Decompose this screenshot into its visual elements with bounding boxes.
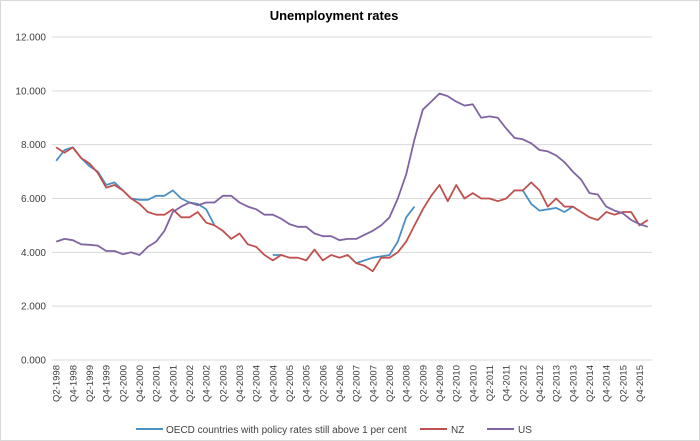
- chart-title: Unemployment rates: [270, 8, 399, 23]
- x-tick-label: Q4-2011: [502, 365, 513, 401]
- x-tick-label: Q4-2004: [268, 365, 279, 402]
- x-tick-label: Q2-2007: [352, 365, 363, 402]
- x-tick-label: Q4-2009: [435, 365, 446, 402]
- x-tick-label: Q2-1999: [85, 365, 96, 402]
- gridlines: [52, 36, 652, 307]
- x-tick-label: Q2-2010: [452, 365, 463, 402]
- x-tick-label: Q4-2010: [468, 365, 479, 402]
- x-tick-label: Q2-2012: [518, 365, 529, 402]
- x-axis-tick-labels: Q2-1998 Q4-1998 Q2-1999 Q4-1999 Q2-2000 Q4-20…: [52, 365, 646, 402]
- x-tick-label: Q2-2001: [152, 365, 163, 402]
- legend-label-us: US: [518, 425, 532, 436]
- y-tick-label: 4.000: [21, 248, 46, 259]
- x-tick-label: Q4-2006: [335, 365, 346, 402]
- series-lines: [55, 92, 649, 273]
- series-line-oecd: [55, 146, 574, 264]
- x-tick-label: Q2-2002: [185, 365, 196, 402]
- y-tick-label: 0.000: [21, 356, 46, 367]
- y-tick-label: 12.000: [15, 33, 46, 44]
- x-tick-label: Q4-1998: [68, 365, 79, 402]
- x-tick-label: Q2-2008: [385, 365, 396, 402]
- y-tick-label: 6.000: [21, 194, 46, 205]
- series-line-us: [55, 92, 649, 256]
- x-tick-label: Q2-2015: [618, 365, 629, 402]
- x-tick-label: Q2-2004: [252, 365, 263, 402]
- y-tick-label: 10.000: [15, 86, 46, 97]
- legend: OECD countries with policy rates still a…: [136, 425, 532, 436]
- x-tick-label: Q2-1998: [52, 365, 63, 402]
- legend-label-oecd: OECD countries with policy rates still a…: [166, 425, 407, 436]
- x-tick-label: Q2-2003: [218, 365, 229, 402]
- x-tick-label: Q4-2013: [568, 365, 579, 402]
- y-tick-label: 2.000: [21, 302, 46, 313]
- x-tick-label: Q4-2007: [368, 365, 379, 402]
- x-tick-label: Q2-2005: [285, 365, 296, 402]
- series-line-nz: [55, 146, 649, 273]
- x-tick-label: Q2-2014: [585, 365, 596, 402]
- x-tick-label: Q2-2000: [118, 365, 129, 402]
- x-tick-label: Q2-2013: [552, 365, 563, 402]
- legend-label-nz: NZ: [451, 425, 464, 436]
- x-tick-label: Q4-2003: [235, 365, 246, 402]
- y-axis-tick-labels: 0.000 2.000 4.000 6.000 8.000 10.000 12.000: [15, 33, 46, 367]
- x-tick-label: Q4-1999: [102, 365, 113, 402]
- x-tick-label: Q2-2009: [418, 365, 429, 402]
- y-tick-label: 8.000: [21, 140, 46, 151]
- x-tick-label: Q4-2012: [535, 365, 546, 402]
- x-tick-label: Q4-2002: [202, 365, 213, 402]
- x-tick-label: Q4-2005: [302, 365, 313, 402]
- x-tick-label: Q4-2014: [602, 365, 613, 402]
- x-tick-label: Q2-2011: [485, 365, 496, 401]
- x-tick-label: Q4-2015: [635, 365, 646, 402]
- x-tick-label: Q4-2001: [168, 365, 179, 402]
- x-tick-label: Q4-2000: [135, 365, 146, 402]
- x-tick-label: Q4-2008: [402, 365, 413, 402]
- x-tick-label: Q2-2006: [318, 365, 329, 402]
